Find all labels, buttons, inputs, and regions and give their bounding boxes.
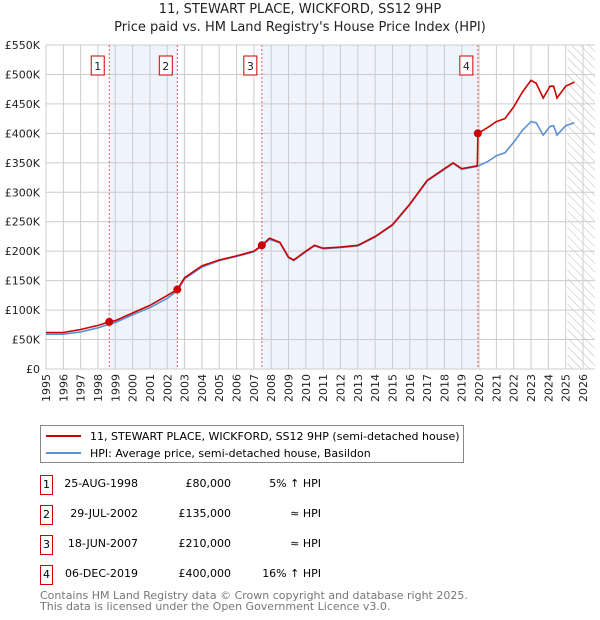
shaded-range	[109, 45, 178, 369]
transaction-point	[257, 241, 266, 250]
x-tick-label: 2016	[404, 374, 417, 402]
x-tick-label: 2017	[421, 374, 434, 402]
y-tick-label: £350K	[5, 157, 41, 170]
x-tick-label: 1995	[40, 374, 53, 402]
series-line	[46, 79, 575, 334]
y-tick-label: £200K	[5, 245, 41, 258]
transaction-point	[473, 129, 482, 138]
x-tick-label: 2008	[265, 374, 278, 402]
marker-box	[90, 55, 105, 76]
plot: 1995 1996 1997 1998 1999 2000 2001 2002 2003 2004…	[5, 39, 595, 402]
y-tick-label: £0	[26, 363, 40, 376]
y-tick-label: £550K	[5, 39, 41, 52]
x-tick-label: 2023	[525, 374, 538, 402]
footer-line-1: Contains HM Land Registry data © Crown c…	[40, 589, 468, 602]
x-tick-label: 2013	[352, 374, 365, 402]
x-tick-label: 1996	[57, 374, 70, 402]
y-tick-label: £300K	[5, 186, 41, 199]
blue-line-swatch	[46, 452, 81, 454]
shaded-range	[261, 45, 478, 369]
transaction-vs-hpi: ≈ HPI	[290, 537, 321, 550]
x-tick-label: 2021	[490, 374, 503, 402]
red-line-swatch	[46, 435, 81, 437]
x-tick-label: 2014	[369, 374, 382, 402]
transaction-date: 18-JUN-2007	[67, 537, 138, 550]
chart-title: 11, STEWART PLACE, WICKFORD, SS12 9HP	[158, 2, 442, 17]
x-tick-label: 2022	[508, 374, 521, 402]
x-tick-label: 2009	[283, 374, 296, 402]
transaction-vs-hpi: 5% ↑ HPI	[269, 477, 321, 490]
x-tick-label: 2004	[196, 374, 209, 402]
marker-label: 2	[162, 60, 169, 73]
transaction-vs-hpi: ≈ HPI	[290, 507, 321, 520]
x-tick-label: 1999	[109, 374, 122, 402]
x-tick-label: 2006	[231, 374, 244, 402]
transaction-vs-hpi: 16% ↑ HPI	[262, 567, 321, 580]
transaction-date: 25-AUG-1998	[64, 477, 138, 490]
marker-box	[158, 55, 173, 76]
transaction-point	[173, 285, 182, 294]
x-tick-label: 2026	[577, 374, 590, 402]
transaction-date: 29-JUL-2002	[70, 507, 138, 520]
footer: Contains HM Land Registry data © Crown c…	[40, 590, 468, 612]
marker-number: 1	[40, 475, 53, 495]
x-tick-label: 2005	[213, 374, 226, 402]
x-tick-label: 1997	[75, 374, 88, 402]
y-tick-label: £100K	[5, 304, 41, 317]
legend-label: HPI: Average price, semi-detached house,…	[90, 446, 371, 460]
x-tick-label: 2007	[248, 374, 261, 402]
x-tick-label: 2024	[542, 374, 555, 402]
marker-box	[459, 55, 474, 76]
marker-number: 3	[40, 535, 53, 555]
x-tick-label: 2010	[300, 374, 313, 402]
marker-number: 2	[40, 505, 53, 525]
x-tick-label: 2011	[317, 374, 330, 402]
forecast-hatch	[567, 45, 595, 369]
marker-label: 3	[247, 60, 254, 73]
transaction-point	[105, 317, 114, 326]
y-tick-label: £450K	[5, 98, 41, 111]
y-tick-label: £250K	[5, 216, 41, 229]
transaction-price: £210,000	[178, 537, 232, 550]
x-tick-label: 2025	[560, 374, 573, 402]
x-tick-label: 2001	[144, 374, 157, 402]
x-tick-label: 2015	[386, 374, 399, 402]
transaction-price: £135,000	[178, 507, 232, 520]
legend: 11, STEWART PLACE, WICKFORD, SS12 9HP (s…	[40, 425, 464, 463]
y-tick-label: £500K	[5, 68, 41, 81]
legend-item-hpi: HPI: Average price, semi-detached house,…	[41, 445, 371, 461]
x-tick-label: 2012	[334, 374, 347, 402]
transaction-price: £80,000	[185, 477, 232, 490]
transaction-price: £400,000	[178, 567, 232, 580]
x-tick-label: 2002	[161, 374, 174, 402]
legend-item-property: 11, STEWART PLACE, WICKFORD, SS12 9HP (s…	[41, 428, 460, 444]
marker-number: 4	[40, 565, 53, 585]
x-tick-label: 1998	[92, 374, 105, 402]
x-tick-label: 2003	[179, 374, 192, 402]
x-tick-label: 2000	[127, 374, 140, 402]
y-tick-label: £50K	[12, 334, 41, 347]
chart-subtitle: Price paid vs. HM Land Registry's House …	[114, 20, 486, 35]
marker-box	[243, 55, 258, 76]
y-tick-label: £150K	[5, 275, 41, 288]
marker-label: 1	[94, 60, 101, 73]
footer-line-2: This data is licensed under the Open Gov…	[40, 600, 391, 613]
x-tick-label: 2019	[456, 374, 469, 402]
legend-label: 11, STEWART PLACE, WICKFORD, SS12 9HP (s…	[90, 429, 460, 443]
x-tick-label: 2018	[438, 374, 451, 402]
x-tick-label: 2020	[473, 374, 486, 402]
marker-label: 4	[463, 60, 470, 73]
y-tick-label: £400K	[5, 127, 41, 140]
transaction-date: 06-DEC-2019	[64, 567, 138, 580]
